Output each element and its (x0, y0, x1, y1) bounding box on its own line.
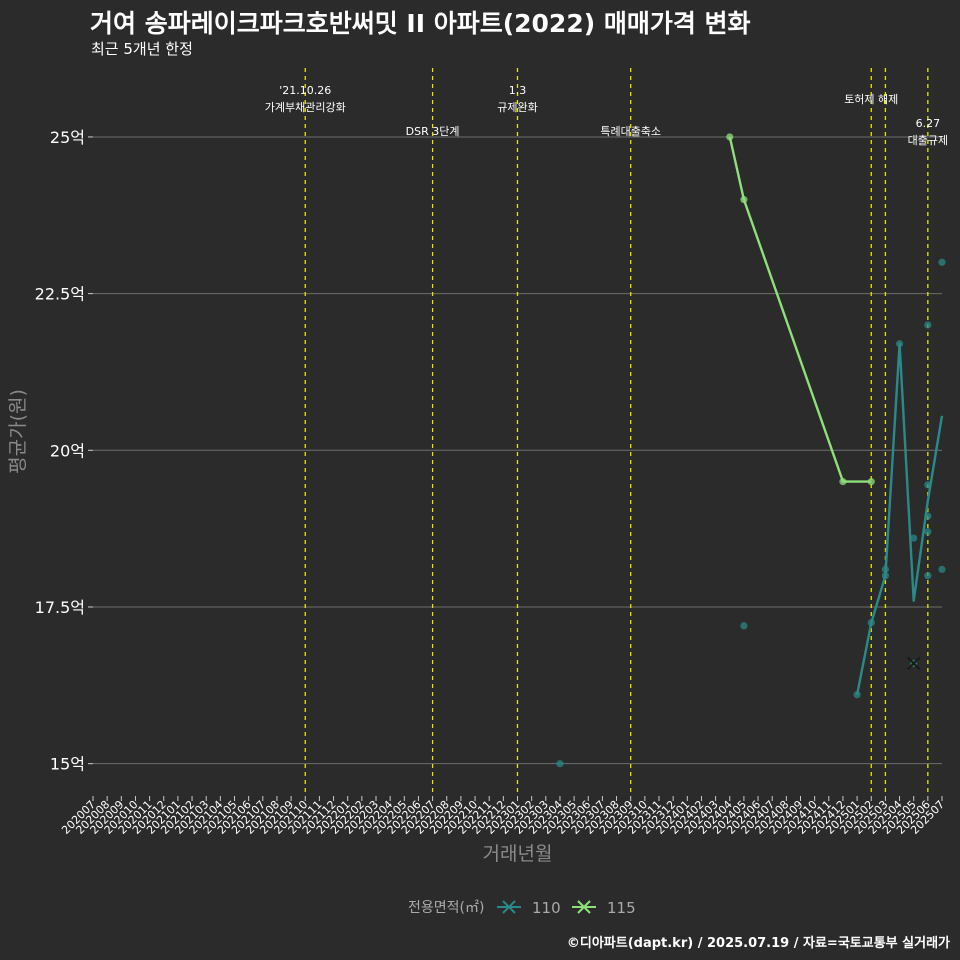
data-point-110 (881, 572, 890, 580)
event-label: '21.10.26 (279, 84, 331, 97)
x-axis-title: 거래년월 (483, 843, 553, 865)
legend-swatch-cross-115 (577, 900, 591, 914)
y-tick-label: 20억 (50, 441, 85, 460)
event-label: 특례대출축소 (600, 125, 661, 138)
y-tick-label: 17.5억 (35, 598, 85, 617)
chart-title: 거여 송파레이크파크호반써밋 II 아파트(2022) 매매가격 변화 (90, 9, 751, 38)
chart-subtitle: 최근 5개년 한정 (91, 40, 193, 58)
data-point-110 (910, 534, 918, 542)
data-point-110 (881, 565, 890, 573)
data-point-115 (740, 196, 748, 204)
series-line-115 (728, 136, 872, 483)
legend-swatch-cross-110 (502, 900, 516, 914)
data-point-110 (853, 691, 861, 699)
data-point-110 (924, 321, 932, 329)
data-point-115 (839, 478, 847, 486)
data-point-110 (924, 481, 932, 489)
data-point-110 (924, 572, 932, 580)
data-point-110 (556, 760, 564, 768)
legend-label-110: 110 (532, 899, 561, 917)
data-point-110 (740, 622, 748, 630)
cross-marker (906, 656, 921, 671)
legend-label-115: 115 (607, 899, 636, 917)
data-point-110 (938, 258, 946, 266)
data-point-110 (938, 565, 946, 573)
data-point-110 (924, 528, 932, 536)
event-label: 1.3 (509, 84, 527, 97)
data-point-110 (924, 512, 932, 520)
event-label: 규제완화 (497, 101, 537, 114)
data-point-110 (867, 619, 875, 627)
y-tick-label: 15억 (50, 755, 85, 774)
y-axis-title: 평균가(원) (7, 389, 29, 474)
data-point-115 (726, 133, 734, 141)
event-label: 6.27 (916, 117, 941, 130)
y-tick-label: 25억 (50, 128, 85, 147)
source-caption: ©디아파트(dapt.kr) / 2025.07.19 / 자료=국토교통부 실… (566, 936, 950, 951)
event-label: DSR 3단계 (406, 125, 460, 138)
data-point-115 (867, 478, 875, 486)
legend-title: 전용면적(㎡) (408, 900, 484, 916)
event-label: 토허제 해제 (844, 92, 898, 106)
y-tick-label: 22.5억 (35, 285, 85, 304)
data-point-110 (895, 340, 904, 348)
event-label: 대출규제 (908, 134, 948, 147)
event-label: 가계부채관리강화 (265, 101, 346, 114)
